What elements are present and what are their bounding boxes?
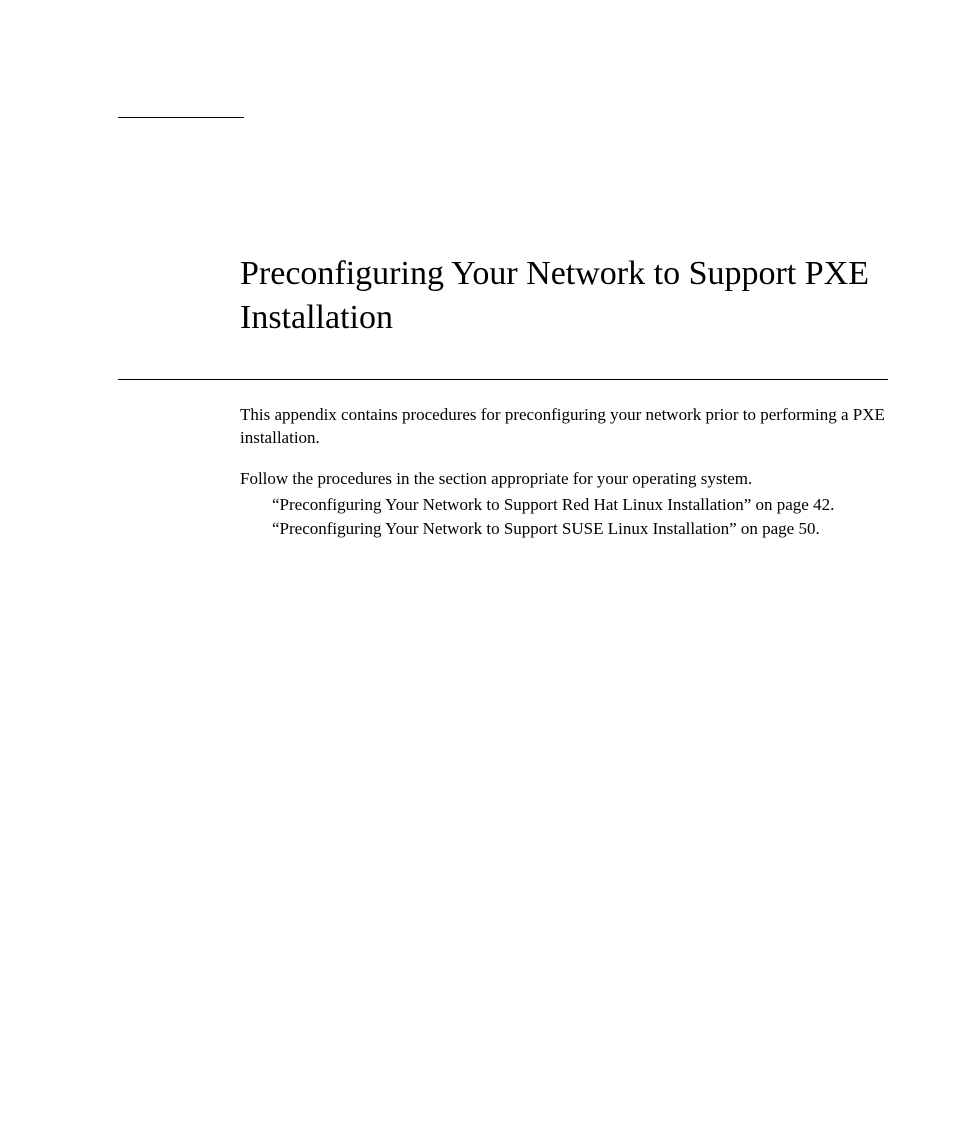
content-area: This appendix contains procedures for pr… (240, 404, 890, 542)
reference-item: “Preconfiguring Your Network to Support … (272, 494, 890, 517)
reference-item: “Preconfiguring Your Network to Support … (272, 518, 890, 541)
reference-list: “Preconfiguring Your Network to Support … (240, 494, 890, 541)
instruction-paragraph: Follow the procedures in the section app… (240, 468, 890, 491)
intro-paragraph: This appendix contains procedures for pr… (240, 404, 890, 450)
page-title: Preconfiguring Your Network to Support P… (240, 252, 890, 340)
header-rule (118, 117, 244, 118)
section-rule (118, 379, 888, 380)
